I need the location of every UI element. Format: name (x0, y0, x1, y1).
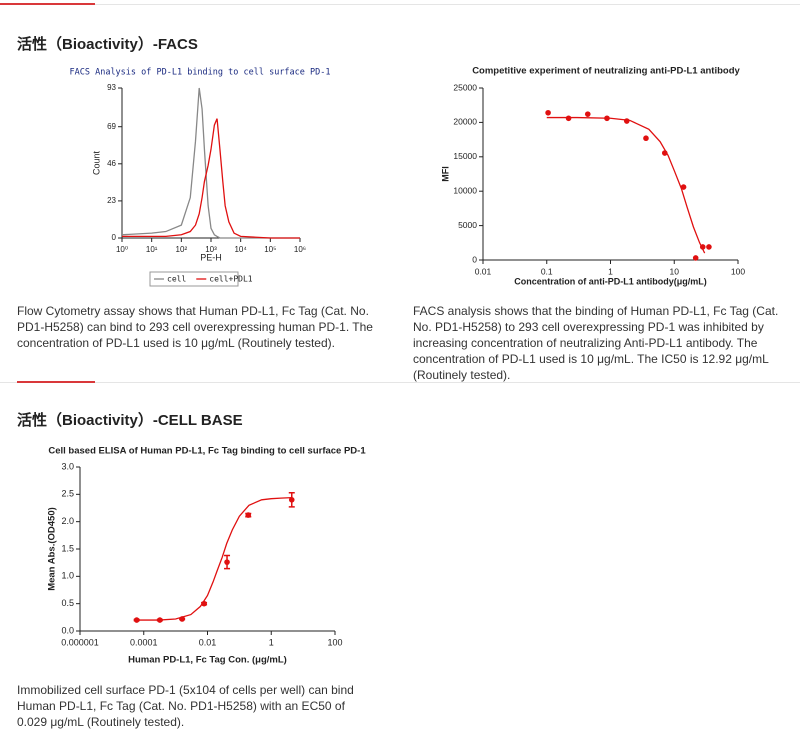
y-tick-label: 0.0 (61, 625, 74, 635)
legend-label: cell (167, 275, 186, 284)
y-tick-label: 2.5 (61, 489, 74, 499)
x-tick-label: 10² (176, 245, 188, 254)
y-tick-label: 0 (472, 254, 477, 264)
data-point (623, 118, 630, 124)
x-tick-label: 0.01 (475, 266, 492, 276)
chart-title: FACS Analysis of PD-L1 binding to cell s… (70, 68, 331, 78)
x-tick-label: 10⁰ (116, 245, 128, 254)
data-point (565, 115, 572, 122)
y-tick-label: 1.0 (61, 571, 74, 581)
series-line (122, 118, 300, 239)
caption: Flow Cytometry assay shows that Human PD… (17, 304, 373, 350)
data-point (680, 184, 687, 190)
legend-label: cell+PDL1 (209, 275, 253, 284)
x-tick-label: 1 (608, 266, 613, 276)
caption: Immobilized cell surface PD-1 (5x104 of … (17, 683, 354, 729)
x-tick-label: 100 (327, 637, 342, 647)
divider (0, 4, 800, 5)
x-tick-label: 10⁵ (264, 245, 276, 254)
x-tick-label: 10⁴ (234, 245, 247, 254)
x-tick-label: 0.000001 (61, 637, 99, 647)
y-tick-label: 23 (107, 196, 116, 205)
y-tick-label: 2.0 (61, 516, 74, 526)
data-point (245, 512, 252, 518)
y-tick-label: 10000 (453, 185, 477, 195)
x-tick-label: 100 (731, 266, 745, 276)
y-tick-label: 1.5 (61, 543, 74, 553)
data-point (224, 559, 230, 565)
x-axis-label: PE-H (200, 252, 222, 262)
section-title: 活性（Bioactivity）-CELL BASE (17, 412, 243, 429)
y-axis-label: Mean Abs.(OD450) (47, 507, 58, 591)
x-tick-label: 10 (670, 266, 680, 276)
y-tick-label: 20000 (453, 117, 477, 127)
series-line (546, 116, 706, 254)
x-tick-label: 10³ (205, 245, 217, 254)
data-point (643, 135, 649, 142)
y-tick-label: 46 (107, 159, 116, 168)
data-point (584, 111, 591, 117)
caption: FACS analysis shows that the binding of … (413, 304, 779, 382)
y-tick-label: 69 (107, 122, 116, 131)
chart-title: Cell based ELISA of Human PD-L1, Fc Tag … (48, 446, 366, 457)
x-axis-label: Concentration of anti-PD-L1 antibody(μg/… (514, 276, 707, 286)
x-tick-label: 0.01 (199, 637, 217, 647)
data-point (692, 255, 699, 261)
x-tick-label: 0.0001 (130, 637, 158, 647)
legend-box (149, 271, 239, 287)
divider-accent (17, 381, 95, 383)
x-tick-label: 1 (269, 637, 274, 647)
y-tick-label: 0.5 (61, 598, 74, 608)
y-tick-label: 93 (107, 83, 116, 92)
section-title: 活性（Bioactivity）-FACS (17, 36, 198, 53)
y-axis-label: MFI (440, 166, 450, 182)
y-tick-label: 25000 (453, 82, 477, 92)
data-point (545, 109, 551, 116)
x-tick-label: 10⁶ (294, 245, 306, 254)
y-tick-label: 15000 (453, 151, 477, 161)
y-tick-label: 5000 (458, 220, 477, 230)
x-tick-label: 0.1 (541, 266, 553, 276)
y-axis-label: Count (91, 151, 101, 176)
data-point (706, 244, 712, 250)
x-tick-label: 10¹ (146, 245, 158, 254)
divider (0, 382, 800, 383)
series-line (121, 87, 300, 239)
y-tick-label: 0 (112, 233, 117, 242)
x-axis-label: Human PD-L1, Fc Tag Con. (μg/mL) (128, 655, 287, 666)
y-tick-label: 3.0 (61, 461, 74, 471)
series-line (136, 496, 292, 621)
divider-accent (0, 3, 95, 5)
data-point (288, 497, 295, 503)
chart-title: Competitive experiment of neutralizing a… (472, 66, 740, 77)
